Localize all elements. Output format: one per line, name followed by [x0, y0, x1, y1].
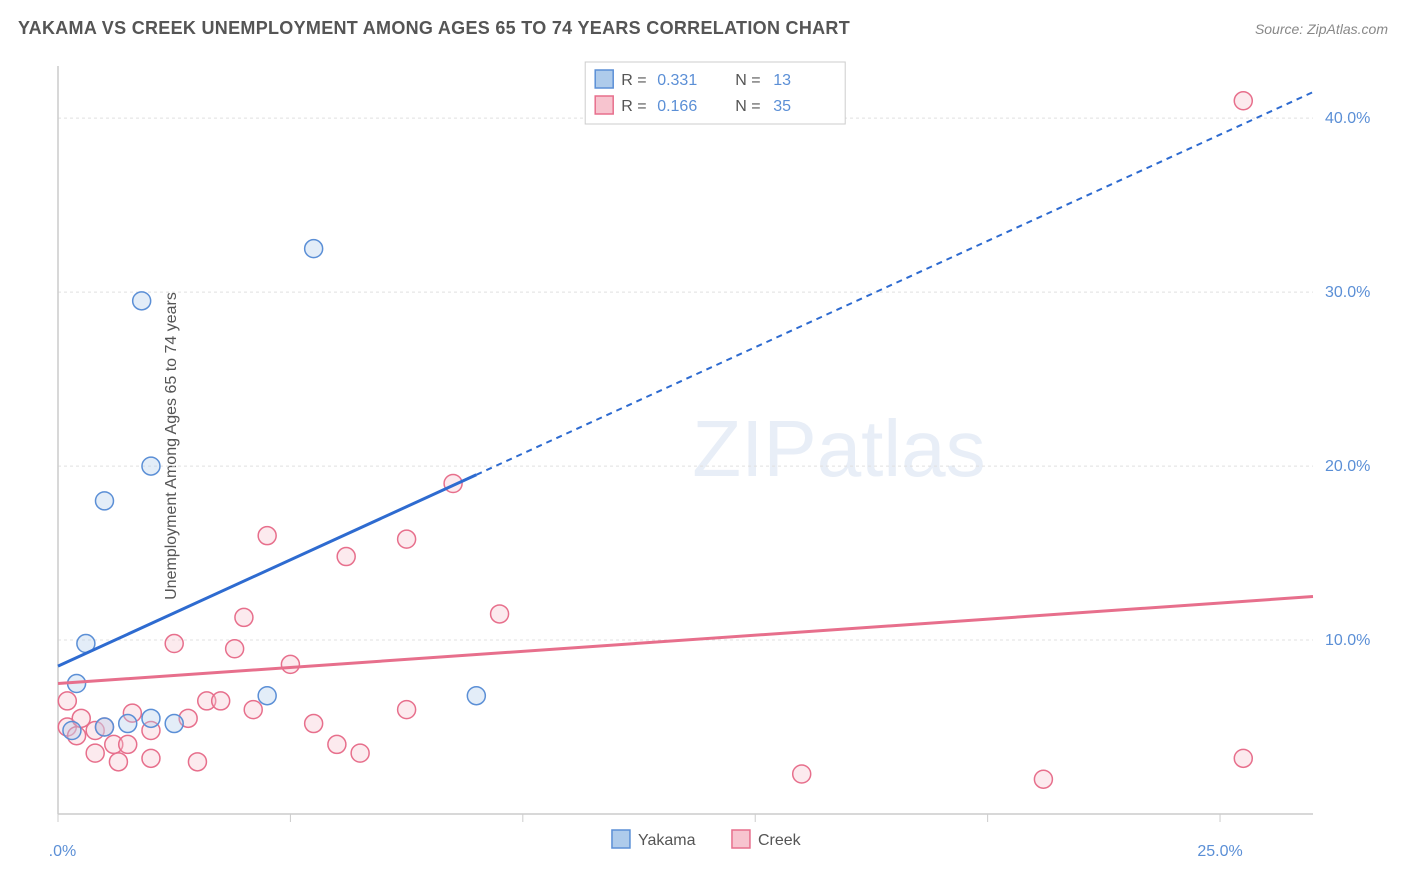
data-point	[109, 753, 127, 771]
data-point	[95, 718, 113, 736]
data-point	[491, 605, 509, 623]
data-point	[119, 735, 137, 753]
data-point	[212, 692, 230, 710]
bottom-legend-label: Yakama	[638, 832, 696, 849]
source-attribution: Source: ZipAtlas.com	[1255, 21, 1388, 37]
watermark-text: ZIPatlas	[692, 404, 985, 493]
scatter-chart: ZIPatlas 10.0% 20.0% 30.0% 40.0% 0.0% 25.0% R =…	[50, 58, 1388, 862]
chart-area: ZIPatlas 10.0% 20.0% 30.0% 40.0% 0.0% 25.0% R =…	[50, 58, 1388, 862]
y-tick-label: 10.0%	[1325, 632, 1370, 649]
x-tick-label: 0.0%	[50, 843, 76, 860]
legend-r-label: R =	[621, 72, 646, 89]
legend-swatch	[595, 96, 613, 114]
data-point	[1034, 770, 1052, 788]
legend-n-label: N =	[735, 72, 760, 89]
data-point	[328, 735, 346, 753]
y-tick-label: 40.0%	[1325, 110, 1370, 127]
legend-swatch	[595, 70, 613, 88]
legend-r-value: 0.331	[657, 72, 697, 89]
data-point	[305, 240, 323, 258]
data-point	[1234, 749, 1252, 767]
data-point	[165, 635, 183, 653]
legend-n-value: 13	[773, 72, 791, 89]
chart-title: YAKAMA VS CREEK UNEMPLOYMENT AMONG AGES …	[18, 18, 850, 39]
bottom-legend-swatch	[732, 830, 750, 848]
legend-r-value: 0.166	[657, 98, 697, 115]
data-point	[142, 709, 160, 727]
data-point	[1234, 92, 1252, 110]
trend-line	[58, 475, 476, 666]
data-point	[58, 692, 76, 710]
legend-n-label: N =	[735, 98, 760, 115]
data-point	[142, 749, 160, 767]
x-tick-label: 25.0%	[1197, 843, 1242, 860]
data-point	[337, 548, 355, 566]
data-point	[398, 701, 416, 719]
data-point	[793, 765, 811, 783]
legend-r-label: R =	[621, 98, 646, 115]
header: YAKAMA VS CREEK UNEMPLOYMENT AMONG AGES …	[18, 18, 1388, 39]
data-point	[258, 527, 276, 545]
legend-n-value: 35	[773, 98, 791, 115]
data-point	[226, 640, 244, 658]
data-point	[86, 744, 104, 762]
data-point	[398, 530, 416, 548]
data-point	[142, 457, 160, 475]
y-tick-label: 30.0%	[1325, 284, 1370, 301]
data-point	[281, 655, 299, 673]
data-point	[467, 687, 485, 705]
data-point	[188, 753, 206, 771]
data-point	[133, 292, 151, 310]
data-point	[165, 715, 183, 733]
data-point	[258, 687, 276, 705]
data-point	[63, 722, 81, 740]
y-tick-label: 20.0%	[1325, 458, 1370, 475]
data-point	[119, 715, 137, 733]
data-point	[351, 744, 369, 762]
data-point	[235, 608, 253, 626]
bottom-legend-label: Creek	[758, 832, 802, 849]
data-point	[95, 492, 113, 510]
data-point	[305, 715, 323, 733]
data-point	[244, 701, 262, 719]
bottom-legend-swatch	[612, 830, 630, 848]
